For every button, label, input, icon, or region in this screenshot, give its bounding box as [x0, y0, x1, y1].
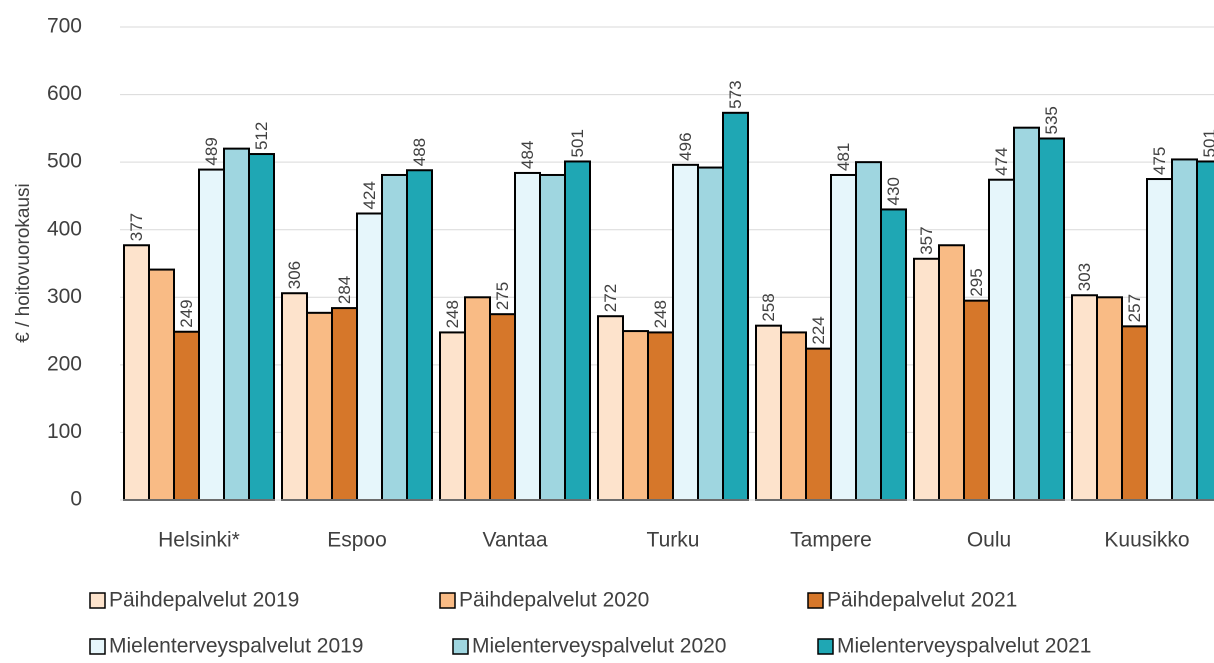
bar — [755, 324, 782, 501]
bar — [1171, 158, 1198, 501]
data-label: 272 — [601, 284, 620, 312]
bar — [830, 173, 857, 502]
y-tick-label: 0 — [70, 488, 82, 511]
bar — [722, 111, 749, 502]
data-label: 488 — [410, 138, 429, 166]
data-label: 484 — [518, 141, 537, 169]
bar — [539, 173, 566, 502]
bar — [381, 173, 408, 502]
data-label: 496 — [676, 132, 695, 160]
legend-swatch — [817, 638, 834, 655]
legend-swatch — [807, 592, 824, 609]
data-label: 258 — [759, 293, 778, 321]
data-label: 377 — [127, 213, 146, 241]
y-tick-label: 300 — [47, 285, 82, 308]
bar — [697, 166, 724, 501]
x-tick-label: Turku — [647, 529, 700, 552]
y-tick-label: 600 — [47, 82, 82, 105]
x-tick-label: Kuusikko — [1104, 529, 1189, 552]
bar — [880, 208, 907, 501]
legend-label: Päihdepalvelut 2020 — [459, 589, 649, 612]
x-tick-label: Tampere — [790, 529, 872, 552]
bar — [439, 331, 466, 501]
data-label: 424 — [360, 181, 379, 209]
data-label: 275 — [493, 282, 512, 310]
bar — [622, 330, 649, 502]
bar — [1038, 137, 1065, 501]
data-label: 489 — [202, 137, 221, 165]
bar — [1196, 160, 1214, 502]
y-tick-label: 400 — [47, 217, 82, 240]
y-tick-label: 200 — [47, 352, 82, 375]
bar — [223, 147, 250, 501]
legend-swatch — [452, 638, 469, 655]
bar — [938, 244, 965, 501]
bar — [597, 315, 624, 501]
bar — [963, 299, 990, 501]
data-label: 501 — [1200, 129, 1214, 157]
x-tick-label: Helsinki* — [158, 529, 240, 552]
bar — [672, 163, 699, 502]
data-label: 481 — [834, 143, 853, 171]
bar — [1071, 294, 1098, 501]
bar — [406, 169, 433, 501]
y-tick-label: 100 — [47, 420, 82, 443]
bar — [780, 331, 807, 501]
legend-label: Mielenterveyspalvelut 2020 — [472, 635, 726, 658]
data-label: 535 — [1042, 106, 1061, 134]
data-label: 248 — [651, 300, 670, 328]
data-label: 257 — [1125, 294, 1144, 322]
bar — [564, 160, 591, 502]
legend-label: Päihdepalvelut 2021 — [827, 589, 1017, 612]
x-tick-label: Espoo — [327, 529, 387, 552]
data-label: 284 — [335, 276, 354, 304]
bar — [123, 244, 150, 501]
data-label: 248 — [443, 300, 462, 328]
data-label: 306 — [285, 261, 304, 289]
bar — [514, 171, 541, 501]
data-label: 303 — [1075, 263, 1094, 291]
legend-swatch — [439, 592, 456, 609]
bar — [1146, 178, 1173, 502]
bar — [647, 331, 674, 501]
bar — [248, 153, 275, 502]
y-tick-label: 500 — [47, 150, 82, 173]
bar — [281, 292, 308, 501]
legend-label: Mielenterveyspalvelut 2021 — [837, 635, 1091, 658]
bar — [913, 257, 940, 501]
x-tick-label: Vantaa — [483, 529, 548, 552]
data-label: 475 — [1150, 147, 1169, 175]
bar — [331, 307, 358, 501]
bar — [805, 347, 832, 502]
data-label: 430 — [884, 177, 903, 205]
bar — [1121, 325, 1148, 501]
bar — [855, 161, 882, 501]
bar — [988, 178, 1015, 501]
bar — [173, 330, 200, 501]
data-label: 224 — [809, 316, 828, 344]
legend-swatch — [89, 638, 106, 655]
y-axis-title: € / hoitovuorokausi — [13, 183, 34, 343]
legend-label: Päihdepalvelut 2019 — [109, 589, 299, 612]
y-tick-label: 700 — [47, 15, 82, 38]
bar — [306, 311, 333, 501]
bar — [1013, 126, 1040, 501]
data-label: 295 — [967, 268, 986, 296]
bar — [198, 168, 225, 501]
bar — [356, 212, 383, 502]
bar — [489, 313, 516, 501]
bar — [1096, 296, 1123, 501]
data-label: 474 — [992, 147, 1011, 175]
legend-label: Mielenterveyspalvelut 2019 — [109, 635, 363, 658]
data-label: 501 — [568, 129, 587, 157]
data-label: 249 — [177, 299, 196, 327]
legend-swatch — [89, 592, 106, 609]
data-label: 573 — [726, 80, 745, 108]
data-label: 512 — [252, 122, 271, 150]
bar — [148, 268, 175, 501]
x-tick-label: Oulu — [967, 529, 1011, 552]
bar — [464, 296, 491, 501]
data-label: 357 — [917, 226, 936, 254]
